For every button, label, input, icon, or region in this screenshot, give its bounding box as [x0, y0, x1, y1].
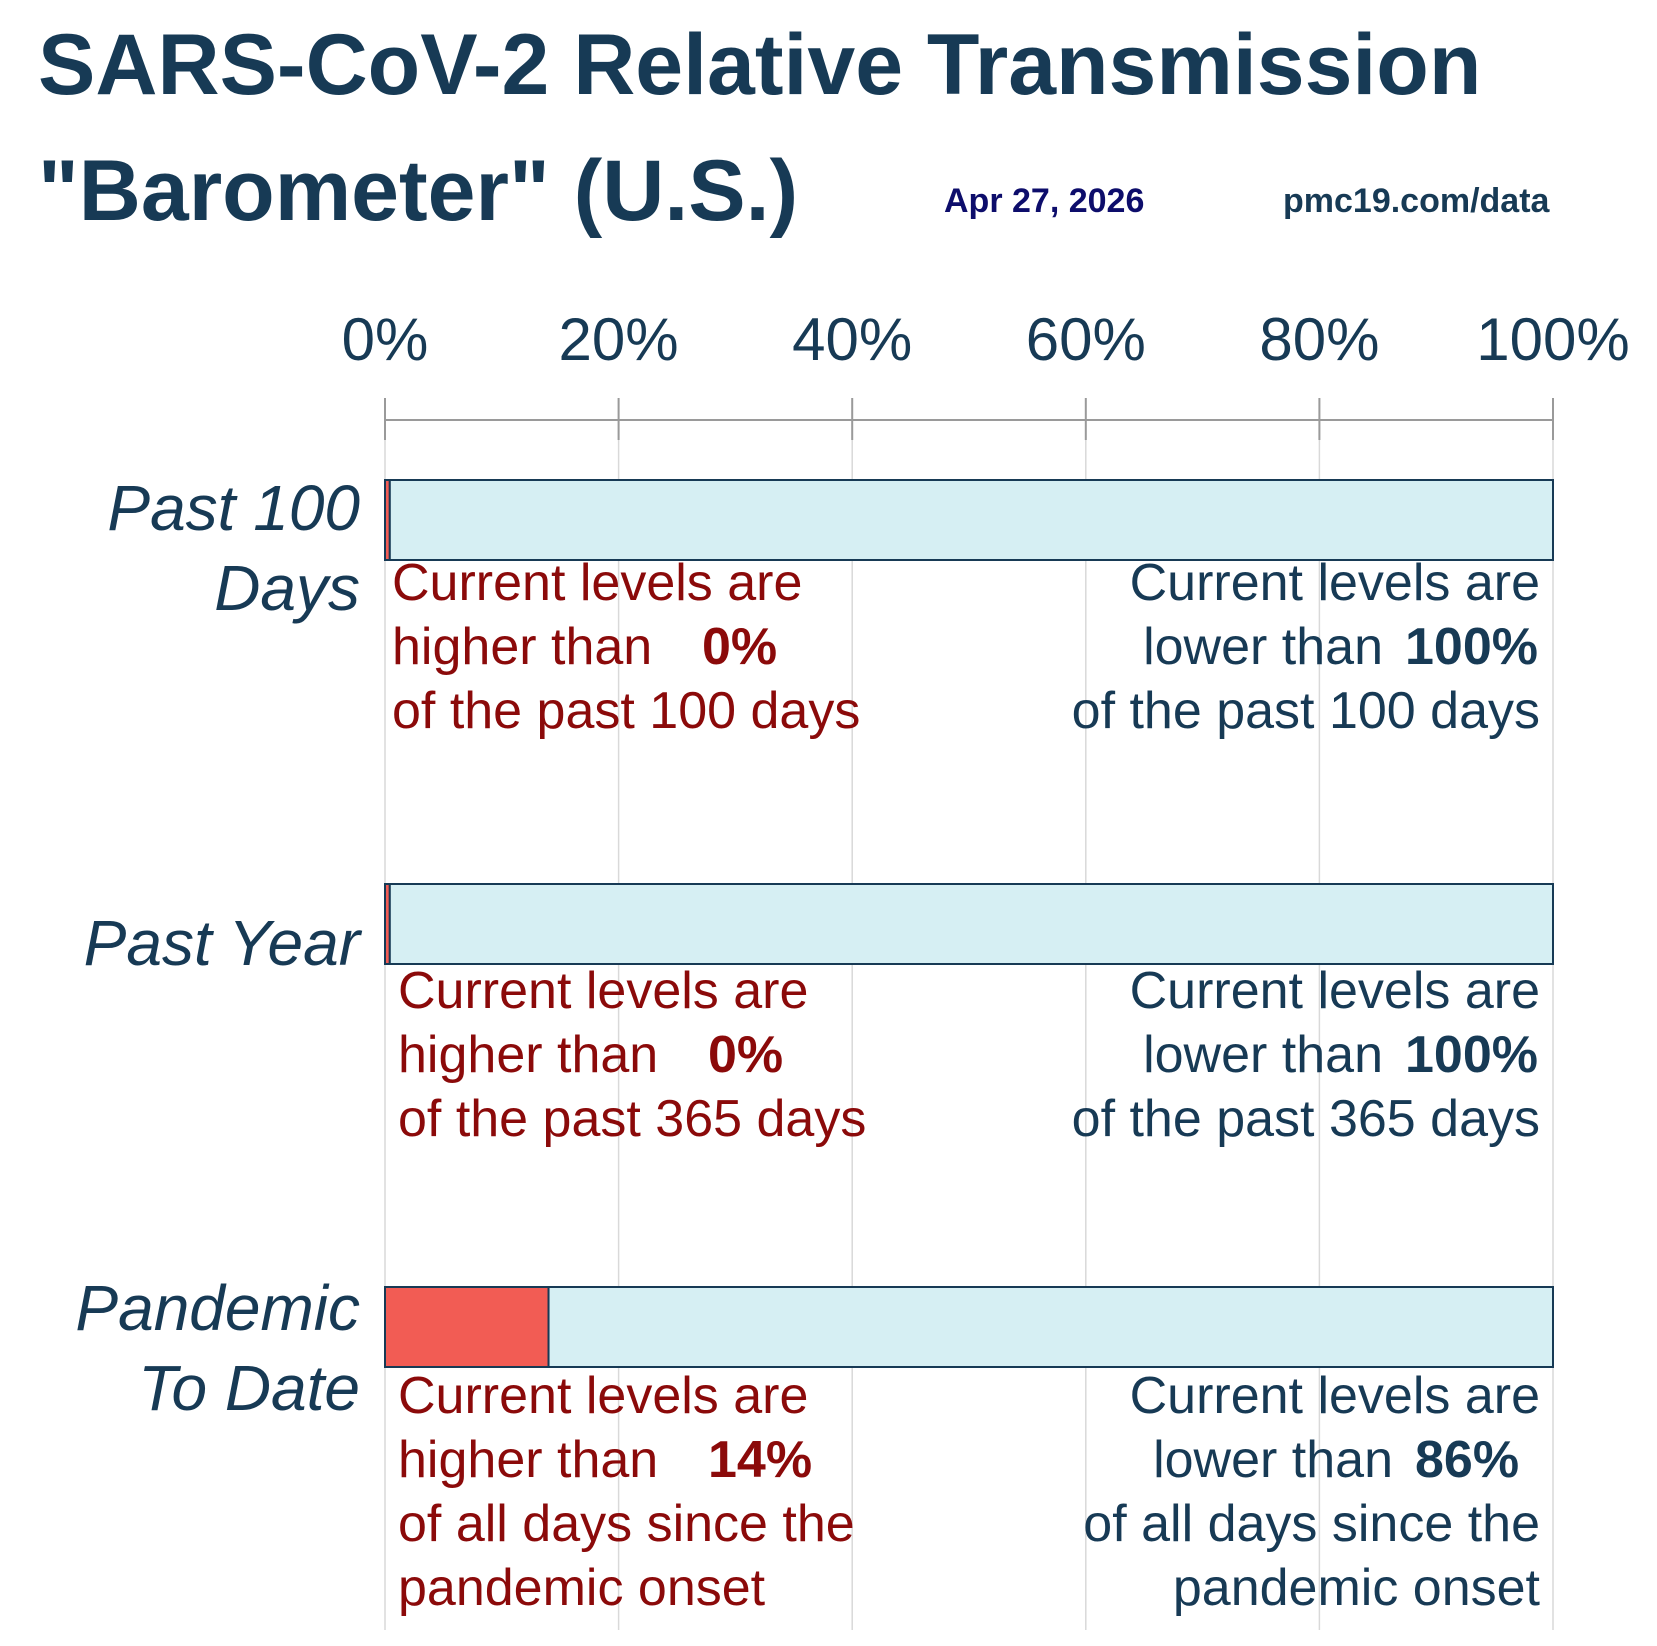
bar-lower-segment [388, 883, 1554, 965]
x-tick-label: 60% [1026, 306, 1146, 373]
lower-annotation-line: pandemic onset [1173, 1559, 1541, 1617]
category-label: Past 100 [107, 472, 360, 544]
higher-annotation-line: of the past 100 days [392, 682, 860, 740]
x-tick-label: 20% [559, 306, 679, 373]
chart-title-line-2: "Barometer" (U.S.) [38, 143, 799, 239]
category-label: To Date [138, 1352, 360, 1424]
x-tick-label: 80% [1259, 306, 1379, 373]
higher-annotation-line: pandemic onset [398, 1559, 766, 1617]
bar-higher-segment [384, 479, 391, 561]
lower-annotation-line: Current levels are [1130, 1367, 1540, 1425]
date-label: Apr 27, 2026 [944, 182, 1145, 220]
bar-higher-segment [384, 1286, 550, 1368]
lower-annotation-line: lower than [1143, 618, 1383, 676]
higher-annotation-line: of all days since the [398, 1495, 855, 1553]
higher-annotation-line: of the past 365 days [398, 1090, 866, 1148]
higher-annotation-line: higher than [398, 1026, 658, 1084]
lower-annotation-line: Current levels are [1130, 962, 1540, 1020]
category-label: Pandemic [75, 1272, 360, 1344]
category-label: Days [214, 552, 360, 624]
x-tick-label: 100% [1476, 306, 1629, 373]
lower-annotation-line: of the past 365 days [1072, 1090, 1540, 1148]
higher-annotation-line: Current levels are [392, 554, 802, 612]
higher-annotation-line: higher than [392, 618, 652, 676]
source-label: pmc19.com/data [1283, 182, 1550, 220]
x-tick-label: 0% [342, 306, 429, 373]
higher-annotation-line: Current levels are [398, 962, 808, 1020]
higher-percent-label: 0% [702, 618, 777, 676]
category-label: Past Year [84, 907, 363, 979]
higher-percent-label: 0% [708, 1026, 783, 1084]
bar-lower-segment [547, 1286, 1554, 1368]
lower-percent-label: 100% [1405, 618, 1538, 676]
higher-percent-label: 14% [708, 1431, 812, 1489]
bar-lower-segment [388, 479, 1554, 561]
lower-percent-label: 86% [1415, 1431, 1519, 1489]
chart-title-line-1: SARS-CoV-2 Relative Transmission [38, 17, 1482, 113]
lower-annotation-line: of the past 100 days [1072, 682, 1540, 740]
lower-percent-label: 100% [1405, 1026, 1538, 1084]
lower-annotation-line: lower than [1143, 1026, 1383, 1084]
bar-higher-segment [384, 883, 391, 965]
lower-annotation-line: Current levels are [1130, 554, 1540, 612]
higher-annotation-line: higher than [398, 1431, 658, 1489]
higher-annotation-line: Current levels are [398, 1367, 808, 1425]
lower-annotation-line: lower than [1153, 1431, 1393, 1489]
x-tick-label: 40% [792, 306, 912, 373]
lower-annotation-line: of all days since the [1083, 1495, 1540, 1553]
